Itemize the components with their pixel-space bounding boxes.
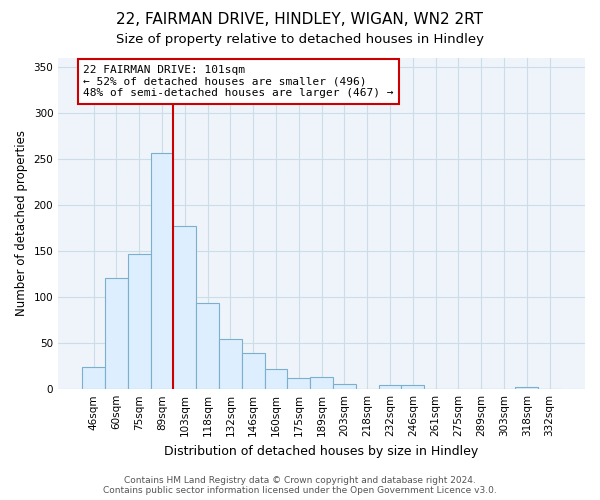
Bar [151, 154, 173, 389]
X-axis label: Distribution of detached houses by size in Hindley: Distribution of detached houses by size … [164, 444, 479, 458]
Bar [128, 254, 151, 389]
Bar [379, 384, 401, 389]
Text: 22, FAIRMAN DRIVE, HINDLEY, WIGAN, WN2 2RT: 22, FAIRMAN DRIVE, HINDLEY, WIGAN, WN2 2… [116, 12, 484, 28]
Y-axis label: Number of detached properties: Number of detached properties [15, 130, 28, 316]
Bar [196, 302, 219, 389]
Bar [219, 340, 242, 389]
Bar [333, 384, 356, 389]
Bar [401, 386, 424, 389]
Bar [242, 353, 265, 389]
Bar [310, 377, 333, 389]
Bar [82, 367, 105, 389]
Text: Size of property relative to detached houses in Hindley: Size of property relative to detached ho… [116, 32, 484, 46]
Bar [265, 369, 287, 389]
Bar [105, 278, 128, 389]
Bar [173, 226, 196, 389]
Bar [515, 388, 538, 389]
Bar [287, 378, 310, 389]
Text: Contains HM Land Registry data © Crown copyright and database right 2024.
Contai: Contains HM Land Registry data © Crown c… [103, 476, 497, 495]
Text: 22 FAIRMAN DRIVE: 101sqm
← 52% of detached houses are smaller (496)
48% of semi-: 22 FAIRMAN DRIVE: 101sqm ← 52% of detach… [83, 65, 394, 98]
